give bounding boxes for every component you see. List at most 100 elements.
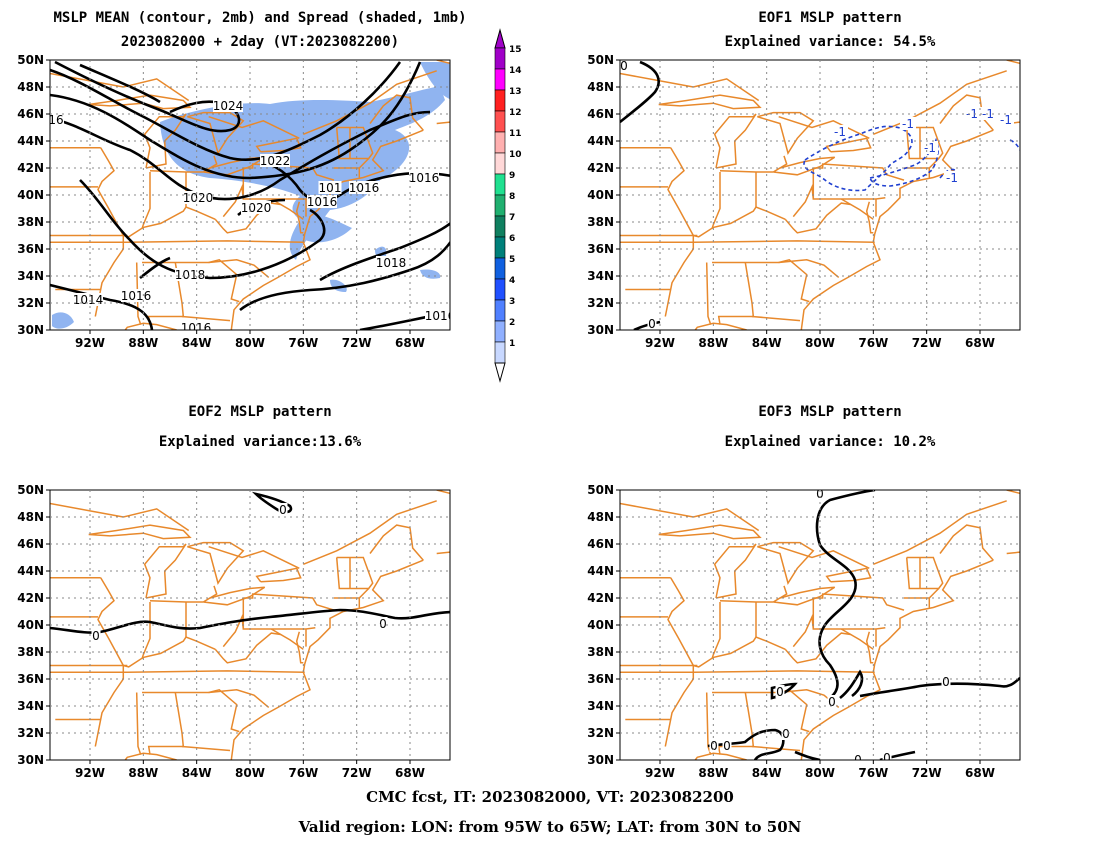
basemap-line <box>202 586 266 606</box>
lat-tick-label: 46N <box>17 107 44 121</box>
lon-tick-label: 92W <box>75 336 105 350</box>
basemap-line <box>123 508 190 532</box>
basemap-line <box>693 636 786 668</box>
contour-label: -1 <box>902 117 914 131</box>
lat-tick-label: 32N <box>587 726 614 740</box>
basemap-line <box>800 559 994 760</box>
basemap-line <box>50 502 124 518</box>
lon-tick-label: 72W <box>912 766 942 780</box>
contour-labels: 1024 1022 1020 1020 1018 1018 1016 1016 1016 1016… <box>50 99 450 335</box>
mslp-contours <box>50 60 450 330</box>
contour-label: 0 <box>782 727 790 741</box>
basemap-line <box>717 262 755 325</box>
lon-tick-label: 80W <box>805 336 835 350</box>
lon-tick-label: 72W <box>342 336 372 350</box>
colorbar-swatch <box>494 152 506 175</box>
basemap-line <box>147 692 185 755</box>
colorbar-label: 15 <box>509 45 522 55</box>
lat-tick-label: 38N <box>587 645 614 659</box>
contour-label: 1016 <box>409 171 440 185</box>
basemap-line <box>784 632 874 664</box>
basemap-line <box>757 541 815 585</box>
basemap-line <box>658 524 762 540</box>
lon-tick-label: 76W <box>288 766 318 780</box>
basemap-line <box>123 206 216 238</box>
basemap-line <box>694 322 747 330</box>
basemap-line <box>187 111 245 155</box>
contour-label-bg <box>827 695 837 708</box>
basemap-line <box>135 262 142 325</box>
contour-label-bg <box>964 107 980 120</box>
lat-tick-label: 36N <box>17 242 44 256</box>
lat-tick-label: 32N <box>587 296 614 310</box>
colorbar-swatch <box>494 215 506 238</box>
lat-tick-label: 44N <box>17 564 44 578</box>
lon-tick-label: 84W <box>182 766 212 780</box>
contour-label-bg <box>278 503 288 516</box>
lon-tick-label: 76W <box>858 766 888 780</box>
basemap-line <box>208 545 300 569</box>
basemap-line <box>214 632 304 664</box>
contour-label: 1022 <box>260 154 291 168</box>
basemap-line <box>712 259 840 278</box>
lat-tick-label: 50N <box>587 53 614 67</box>
colorbar-swatch <box>494 194 506 217</box>
basemap-line <box>208 688 240 733</box>
panel1-title-line1: MSLP MEAN (contour, 2mb) and Spread (sha… <box>53 10 467 26</box>
basemap-line <box>693 206 786 238</box>
basemap-line <box>664 147 695 317</box>
basemap-line <box>840 198 852 206</box>
lat-tick-label: 30N <box>17 323 44 337</box>
lat-tick-label: 44N <box>587 564 614 578</box>
contour-label: -1 <box>966 107 978 121</box>
lat-tick-label: 44N <box>587 134 614 148</box>
basemap-line <box>1006 60 1020 65</box>
basemap-line <box>295 631 304 664</box>
lat-tick-label: 40N <box>587 618 614 632</box>
basemap-line <box>334 157 370 169</box>
lon-tick-label: 84W <box>752 766 782 780</box>
basemap-line <box>658 94 762 110</box>
panel3-title-line1: EOF2 MSLP pattern <box>188 404 332 420</box>
contour-label-bg <box>181 321 211 330</box>
contour-label: 0 <box>710 739 718 753</box>
basemap-line <box>825 137 872 153</box>
basemap-line <box>436 60 450 65</box>
colorbar-swatch <box>494 131 506 154</box>
basemap-line <box>751 745 801 752</box>
contour-label: 0 <box>92 629 100 643</box>
basemap-line <box>904 587 940 599</box>
basemap-line <box>295 201 304 234</box>
basemap-line <box>303 500 437 565</box>
coastlines-borders <box>620 490 1020 760</box>
basemap-line <box>784 202 874 234</box>
basemap-line <box>792 184 815 218</box>
basemap-line <box>369 524 424 561</box>
contour-label-bg <box>260 154 290 167</box>
basemap-line <box>620 670 875 674</box>
contour-label: 0 <box>776 685 784 699</box>
basemap-line <box>208 258 240 303</box>
lon-tick-label: 68W <box>395 766 425 780</box>
basemap-line <box>664 577 695 747</box>
contour-label: -1 <box>924 141 936 155</box>
basemap-line <box>124 322 177 330</box>
contour-label: -1 <box>834 125 846 139</box>
basemap-line <box>94 147 125 317</box>
basemap-line <box>208 115 300 139</box>
contour-label-bg <box>647 317 657 330</box>
lat-tick-label: 42N <box>587 591 614 605</box>
contour-label-bg <box>409 171 439 184</box>
panel3-title-line2: Explained variance:13.6% <box>158 434 362 450</box>
basemap-line <box>270 628 282 636</box>
basemap-line <box>88 524 192 540</box>
contour-label-bg <box>91 629 101 642</box>
basemap-line <box>214 202 304 234</box>
basemap-line <box>335 556 374 590</box>
contour-label: 1018 <box>376 256 407 270</box>
lat-tick-label: 48N <box>587 80 614 94</box>
contour-label: 1016 <box>181 321 212 335</box>
lon-tick-label: 72W <box>342 766 372 780</box>
colorbar-label: 14 <box>509 66 522 76</box>
